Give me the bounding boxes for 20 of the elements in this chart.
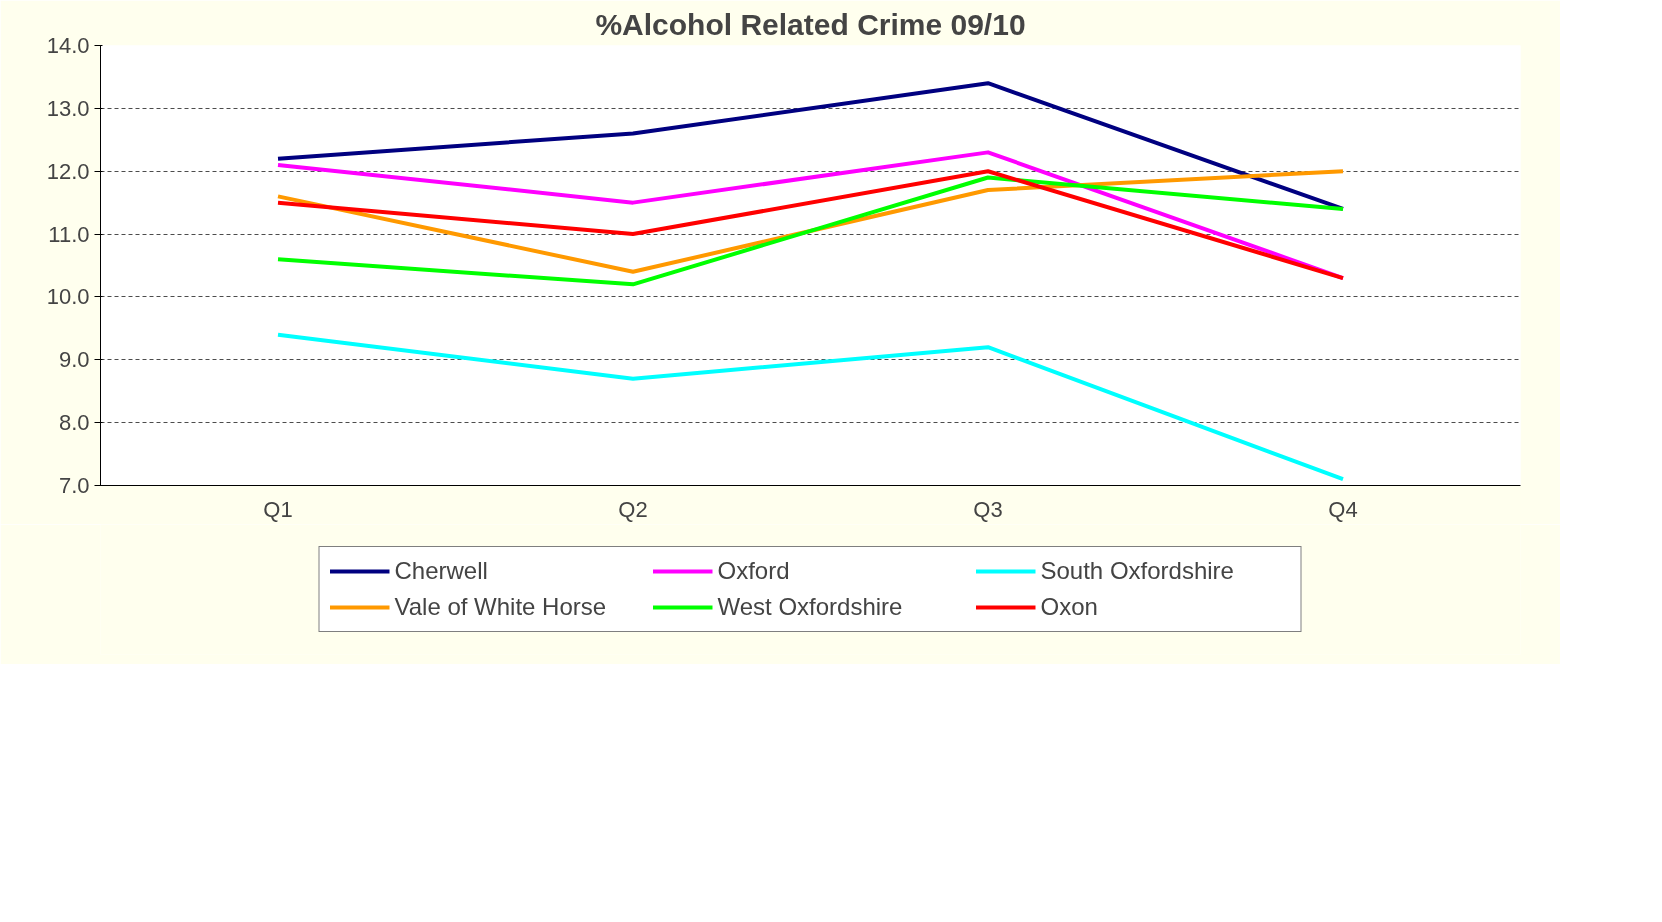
y-tick-label: 13.0 (46, 95, 90, 121)
legend-label: Cherwell (394, 557, 489, 585)
legend-label: Oxford (717, 557, 791, 585)
x-tick-label: Q4 (1328, 496, 1358, 522)
y-tick-label: 14.0 (46, 33, 90, 58)
legend-label: South Oxfordshire (1040, 557, 1235, 585)
legend-label: Oxon (1040, 593, 1099, 621)
x-tick-label: Q2 (618, 496, 648, 522)
y-tick-label: 12.0 (46, 158, 90, 184)
y-tick-label: 10.0 (46, 284, 90, 310)
line-series (276, 332, 1345, 482)
x-tick-label: Q1 (263, 496, 293, 522)
legend-label: West Oxfordshire (717, 593, 904, 621)
y-tick-label: 7.0 (58, 473, 90, 498)
legend-label: Vale of White Horse (394, 593, 608, 621)
x-tick-label: Q3 (973, 496, 1003, 522)
y-tick-label: 8.0 (58, 410, 90, 436)
y-tick-label: 9.0 (58, 347, 90, 373)
y-tick-label: 11.0 (48, 221, 90, 247)
chart-title: %Alcohol Related Crime 09/10 (595, 7, 1026, 41)
